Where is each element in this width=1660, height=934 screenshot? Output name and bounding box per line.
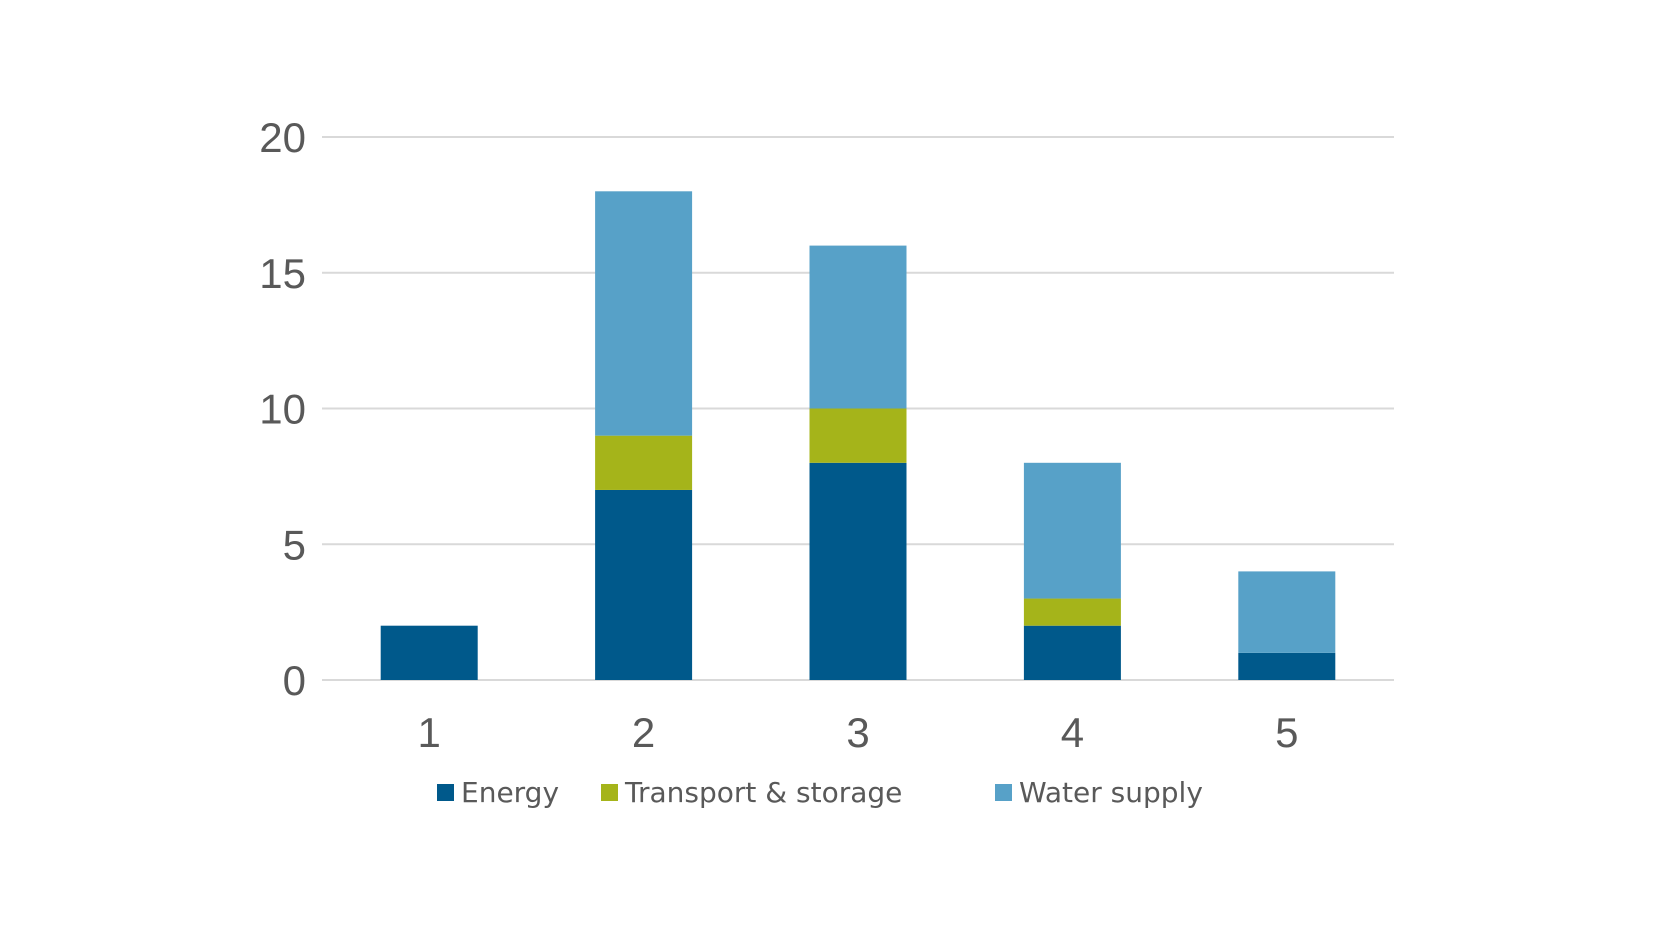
x-tick-label: 1 bbox=[418, 709, 441, 756]
legend-label-water-supply: Water supply bbox=[1019, 776, 1203, 809]
legend-swatch-water-supply bbox=[995, 784, 1012, 801]
bar-energy-2 bbox=[595, 489, 693, 680]
x-tick-label: 2 bbox=[632, 709, 655, 756]
legend-swatch-transport-storage bbox=[601, 784, 618, 801]
bars bbox=[380, 191, 1336, 680]
bar-energy-3 bbox=[809, 462, 907, 680]
y-tick-label: 0 bbox=[283, 657, 306, 704]
bar-transport-storage-2 bbox=[595, 435, 693, 490]
bar-water-supply-4 bbox=[1023, 462, 1121, 599]
y-tick-label: 15 bbox=[259, 250, 306, 297]
bar-transport-storage-4 bbox=[1023, 598, 1121, 626]
y-tick-label: 10 bbox=[259, 386, 306, 433]
y-tick-label: 5 bbox=[283, 521, 306, 568]
legend-label-energy: Energy bbox=[461, 776, 559, 809]
bar-energy-5 bbox=[1238, 652, 1336, 680]
bar-transport-storage-3 bbox=[809, 408, 907, 463]
legend: Energy Transport & storage Water supply bbox=[437, 776, 1203, 809]
y-axis-ticks: 0 5 10 15 20 bbox=[259, 114, 306, 704]
bar-energy-4 bbox=[1023, 625, 1121, 680]
legend-swatch-energy bbox=[437, 784, 454, 801]
bar-energy-1 bbox=[380, 625, 478, 680]
legend-label-transport-storage: Transport & storage bbox=[624, 776, 902, 809]
y-tick-label: 20 bbox=[259, 114, 306, 161]
bar-water-supply-2 bbox=[595, 191, 693, 436]
bar-water-supply-3 bbox=[809, 245, 907, 409]
x-tick-label: 5 bbox=[1275, 709, 1298, 756]
bar-water-supply-5 bbox=[1238, 571, 1336, 653]
x-tick-label: 3 bbox=[846, 709, 869, 756]
x-axis-ticks: 1 2 3 4 5 bbox=[418, 709, 1299, 756]
x-tick-label: 4 bbox=[1061, 709, 1084, 756]
